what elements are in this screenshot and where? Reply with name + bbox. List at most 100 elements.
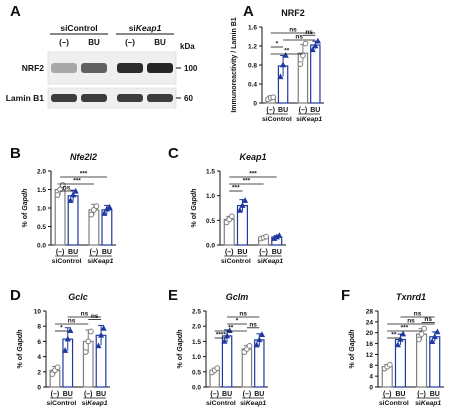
y-tick-label: 0.5	[37, 224, 46, 231]
blot-band	[117, 94, 143, 102]
group-label: siControl	[46, 400, 76, 407]
sig-label: **	[228, 325, 234, 332]
blot-band	[147, 63, 173, 73]
chart-title: NRF2	[281, 8, 305, 18]
data-point	[100, 325, 107, 331]
data-point	[87, 328, 94, 335]
x-tick-label: BU	[222, 391, 232, 398]
y-axis-label: % of Gapdh	[177, 330, 184, 369]
panel-letter: D	[10, 287, 21, 304]
lane-label: (–)	[59, 38, 69, 47]
lane-label: (–)	[125, 38, 135, 47]
x-tick-label: BU	[310, 107, 320, 114]
data-point	[256, 336, 263, 343]
blot-band	[147, 94, 173, 102]
data-point	[93, 203, 100, 210]
data-point	[69, 191, 77, 198]
y-tick-label: 16	[366, 341, 374, 348]
y-tick-label: 0.0	[37, 243, 46, 250]
x-tick-label: BU	[237, 249, 247, 256]
sig-label: ns	[414, 311, 422, 318]
x-tick-label: (–)	[90, 249, 99, 256]
sig-label: **	[391, 332, 397, 339]
data-point	[297, 61, 304, 67]
x-tick-label: (–)	[84, 391, 93, 398]
sig-label: ns	[63, 185, 71, 192]
kda-label: 60	[184, 94, 193, 103]
group-label: siControl	[379, 400, 409, 407]
y-tick-label: 0	[369, 385, 373, 392]
data-point	[72, 187, 79, 194]
group-label: siKeap1	[129, 23, 162, 33]
data-point	[101, 210, 108, 216]
y-tick-label: 1.6	[248, 25, 257, 32]
x-tick-label: BU	[430, 391, 440, 398]
panel-letter: A	[243, 3, 254, 20]
data-point	[239, 202, 246, 208]
data-point	[54, 192, 61, 198]
x-tick-label: (–)	[299, 107, 308, 114]
y-tick-label: 1.2	[248, 44, 257, 51]
group-label: siControl	[262, 116, 292, 123]
y-tick-label: 0.5	[192, 369, 201, 376]
y-axis-label: % of Gapdh	[349, 330, 356, 369]
sig-label: ns	[249, 321, 257, 328]
y-tick-label: 1.5	[206, 169, 215, 176]
blot-band	[81, 63, 107, 73]
data-point	[64, 335, 71, 342]
y-tick-label: 1.0	[206, 193, 215, 200]
data-point	[302, 40, 309, 47]
panel-letter: F	[341, 287, 350, 304]
y-tick-label: 6	[37, 339, 41, 346]
y-tick-label: 0.0	[206, 243, 215, 250]
x-tick-label: (–)	[259, 249, 268, 256]
y-tick-label: 8	[37, 324, 41, 331]
y-tick-label: 28	[366, 309, 374, 316]
x-tick-label: BU	[395, 391, 405, 398]
x-tick-label: (–)	[266, 107, 275, 114]
bar	[429, 336, 441, 388]
sig-label: ns	[424, 316, 432, 323]
sig-label: ns	[81, 311, 89, 318]
data-point	[67, 197, 74, 203]
kda-label: 100	[184, 64, 198, 73]
data-point	[214, 365, 221, 372]
data-point	[253, 341, 260, 348]
sig-label: *	[60, 325, 63, 332]
y-tick-label: 2.5	[192, 309, 201, 316]
y-tick-label: 1.5	[37, 187, 46, 194]
x-tick-label: (–)	[225, 249, 234, 256]
data-point	[279, 61, 287, 68]
data-point	[67, 327, 74, 334]
chart-title: Gclc	[68, 292, 88, 302]
chart-panel-a: A NRF2 0 0.4 0.8 1.2 1.6 Immunoreactivity / Lam…	[231, 3, 324, 123]
y-tick-label: 1.0	[37, 206, 46, 213]
group-label: siControl	[206, 400, 236, 407]
data-point	[106, 203, 113, 210]
x-tick-label: BU	[96, 391, 106, 398]
kda-header: kDa	[180, 42, 195, 51]
y-tick-label: 2.0	[192, 324, 201, 331]
y-tick-label: 2	[37, 369, 41, 376]
group-label: siKeap1	[296, 116, 322, 123]
y-tick-label: 1.5	[192, 339, 201, 346]
data-point	[394, 341, 401, 348]
x-tick-label: (–)	[417, 391, 426, 398]
y-axis-label: % of Gapdh	[191, 189, 198, 228]
y-tick-label: 4	[369, 374, 373, 381]
y-tick-label: 2.0	[37, 169, 46, 176]
y-tick-label: 0.0	[192, 385, 201, 392]
group-label: siControl	[52, 258, 82, 265]
y-axis-label: % of Gapdh	[17, 330, 24, 369]
group-label: siKeap1	[87, 258, 113, 265]
y-axis-label: Immunoreactivity / Lamin B1	[231, 17, 238, 112]
bar	[67, 195, 79, 246]
sig-label: ***	[249, 171, 257, 178]
data-point	[418, 331, 425, 337]
lane-label: BU	[88, 38, 100, 47]
data-point	[221, 337, 228, 344]
y-tick-label: 4	[37, 354, 41, 361]
